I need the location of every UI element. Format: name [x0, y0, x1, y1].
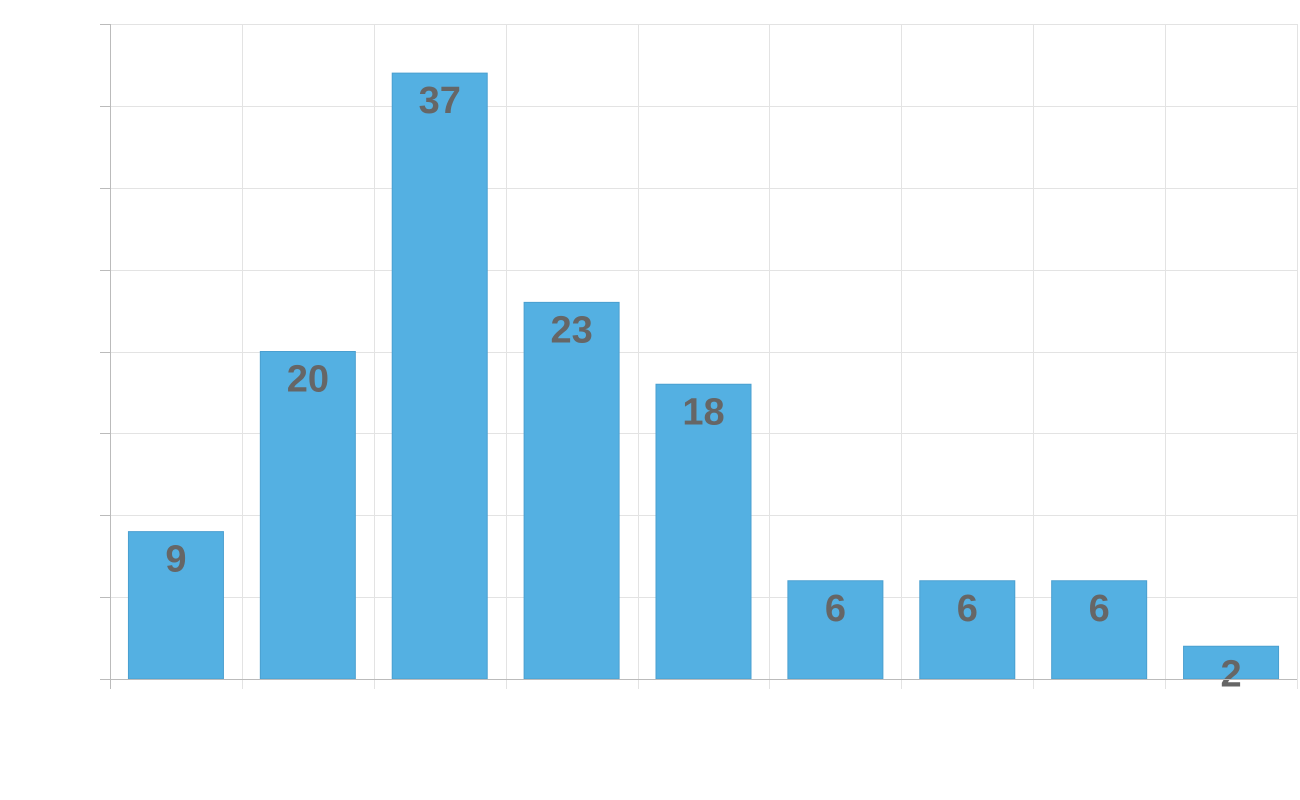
- data-labels: 9 20 37 23 18 6 6 6 2: [165, 80, 1241, 695]
- bar: [391, 72, 488, 680]
- bar: [523, 301, 620, 680]
- bar: [1051, 580, 1148, 680]
- bar-value-label: 6: [1089, 588, 1110, 630]
- bar: [127, 531, 224, 680]
- bar-value-label: 2: [1220, 653, 1241, 695]
- bars: [127, 72, 1280, 680]
- bar-value-label: 6: [825, 588, 846, 630]
- bar: [1183, 645, 1280, 680]
- bar-value-label: 9: [165, 539, 186, 581]
- bar-value-label: 18: [682, 391, 724, 433]
- bar: [919, 580, 1016, 680]
- bar: [655, 383, 752, 680]
- grid: [110, 24, 1298, 689]
- bar-value-label: 6: [957, 588, 978, 630]
- axes: [100, 24, 1297, 689]
- bar-value-label: 37: [419, 80, 461, 122]
- bar-value-label: 20: [287, 359, 329, 401]
- bar: [787, 580, 884, 680]
- bar-value-label: 23: [550, 309, 592, 351]
- bar: [259, 351, 356, 680]
